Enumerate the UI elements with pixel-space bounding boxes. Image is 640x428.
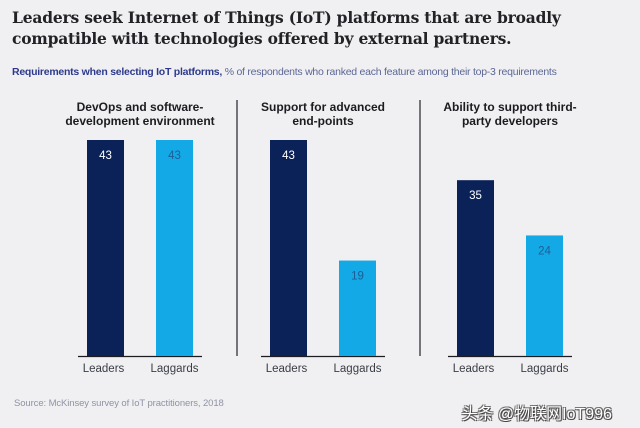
bar-value-label: 35 bbox=[469, 190, 482, 202]
chart-subtitle: Requirements when selecting IoT platform… bbox=[12, 66, 632, 78]
bar-3-leaders bbox=[457, 180, 494, 356]
bar-2-laggards bbox=[339, 260, 376, 356]
panel-3-title-line-2: party developers bbox=[462, 114, 558, 128]
subtitle-bold: Requirements when selecting IoT platform… bbox=[12, 66, 223, 78]
panel-2-title-line-1: Support for advanced bbox=[261, 100, 385, 114]
bar-value-label: 43 bbox=[282, 150, 295, 162]
source-note: Source: McKinsey survey of IoT practitio… bbox=[14, 398, 224, 409]
category-label-laggards: Laggards bbox=[151, 363, 199, 375]
subtitle-rest: % of respondents who ranked each feature… bbox=[222, 66, 557, 78]
bar-value-label: 24 bbox=[538, 245, 551, 257]
category-label-leaders: Leaders bbox=[453, 363, 495, 375]
category-label-leaders: Leaders bbox=[83, 363, 125, 375]
category-label-laggards: Laggards bbox=[521, 363, 569, 375]
panel-1-title-line-2: development environment bbox=[65, 114, 214, 128]
watermark: 头条 @物联网IoT996 bbox=[461, 406, 612, 423]
bar-2-leaders bbox=[270, 140, 307, 356]
panel-2-title-line-2: end-points bbox=[292, 114, 354, 128]
bar-1-leaders bbox=[87, 140, 124, 356]
chart-title: Leaders seek Internet of Things (IoT) pl… bbox=[12, 8, 561, 48]
category-label-laggards: Laggards bbox=[334, 363, 382, 375]
bar-value-label: 19 bbox=[351, 271, 364, 283]
bar-value-label: 43 bbox=[168, 150, 181, 162]
panel-3-title-line-1: Ability to support third- bbox=[443, 100, 576, 114]
panel-1-title-line-1: DevOps and software- bbox=[77, 100, 204, 114]
bar-value-label: 43 bbox=[99, 150, 112, 162]
bar-3-laggards bbox=[526, 235, 563, 356]
category-label-leaders: Leaders bbox=[266, 363, 308, 375]
bar-1-laggards bbox=[156, 140, 193, 356]
